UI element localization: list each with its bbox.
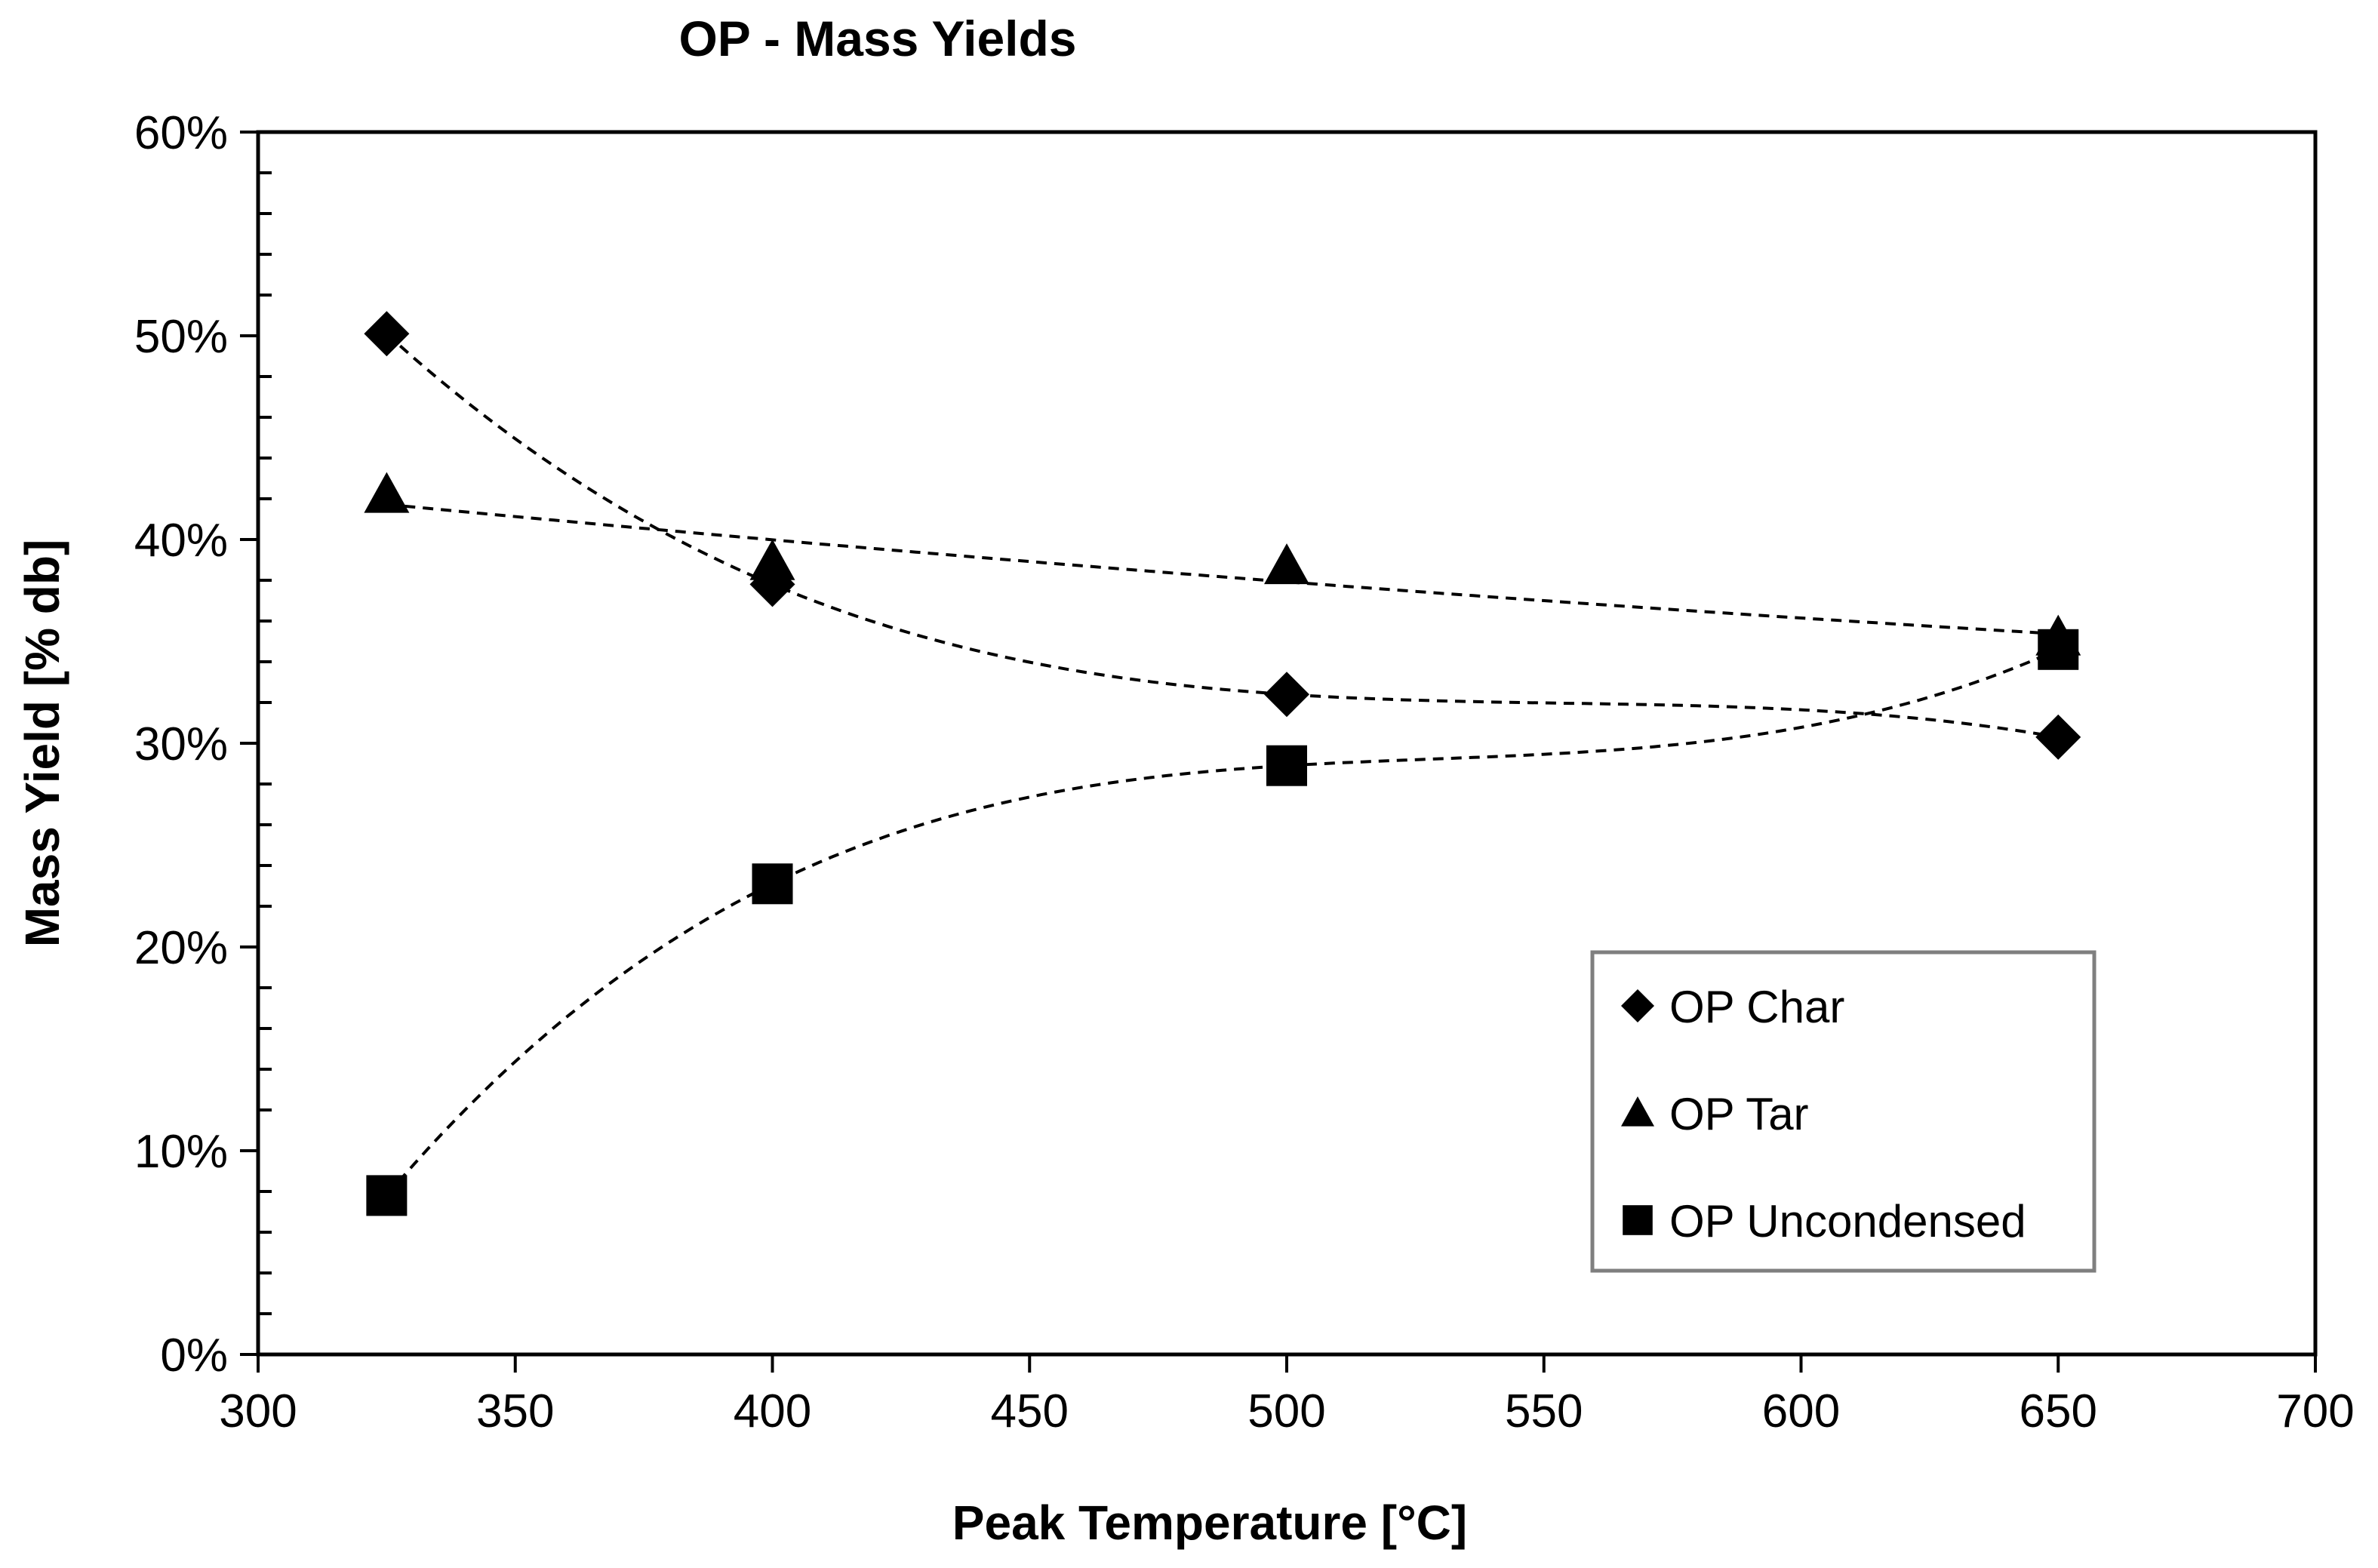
y-tick-label: 60% — [134, 107, 228, 159]
op-char-point — [364, 311, 410, 357]
x-tick-label: 500 — [1247, 1385, 1325, 1437]
x-tick-label: 600 — [1762, 1385, 1840, 1437]
trendline — [386, 332, 2059, 739]
x-tick-label: 550 — [1505, 1385, 1583, 1437]
op-char-point — [1264, 672, 1309, 718]
x-tick-label: 400 — [734, 1385, 811, 1437]
legend-op-char-marker — [1621, 989, 1654, 1022]
legend-op-uncondensed-label: OP Uncondensed — [1669, 1196, 2026, 1247]
op-tar-point — [749, 539, 795, 580]
y-tick-label: 50% — [134, 311, 228, 363]
x-tick-label: 300 — [219, 1385, 297, 1437]
y-tick-label: 30% — [134, 718, 228, 770]
y-tick-label: 0% — [160, 1330, 228, 1382]
chart-title: OP - Mass Yields — [678, 11, 1076, 66]
op-tar-point — [1264, 543, 1309, 585]
op-uncondensed-point — [1266, 745, 1307, 786]
x-tick-label: 700 — [2276, 1385, 2354, 1437]
x-axis: 300 350 400 450 500 550 600 650 700 — [219, 1354, 2355, 1437]
legend-box — [1590, 950, 2097, 1273]
op-uncondensed-point — [752, 863, 793, 905]
legend: OP Char OP Tar OP Uncondensed — [1590, 950, 2097, 1273]
x-tick-label: 450 — [991, 1385, 1069, 1437]
trendlines — [385, 332, 2060, 1197]
y-tick-label: 20% — [134, 922, 228, 974]
y-axis-label: Mass Yield [% db] — [15, 540, 69, 948]
trendline — [386, 503, 2059, 636]
x-axis-label: Peak Temperature [°C] — [952, 1496, 1467, 1550]
legend-op-tar-label: OP Tar — [1669, 1089, 1809, 1139]
op-char-point — [2035, 714, 2081, 760]
legend-op-char-label: OP Char — [1669, 982, 1844, 1032]
y-axis: 0% 10% 20% 30% 40% 50% 60% — [134, 107, 272, 1382]
op-tar-point — [364, 472, 410, 513]
trendline — [385, 647, 2060, 1197]
y-tick-label: 40% — [134, 515, 228, 567]
op-uncondensed-point — [2038, 629, 2079, 670]
x-tick-label: 650 — [2020, 1385, 2097, 1437]
data-points — [364, 311, 2081, 1216]
op-uncondensed-point — [366, 1175, 408, 1216]
y-tick-label: 10% — [134, 1126, 228, 1178]
legend-op-tar-marker — [1621, 1096, 1654, 1127]
legend-op-uncondensed-marker — [1623, 1205, 1653, 1235]
x-tick-label: 350 — [476, 1385, 554, 1437]
